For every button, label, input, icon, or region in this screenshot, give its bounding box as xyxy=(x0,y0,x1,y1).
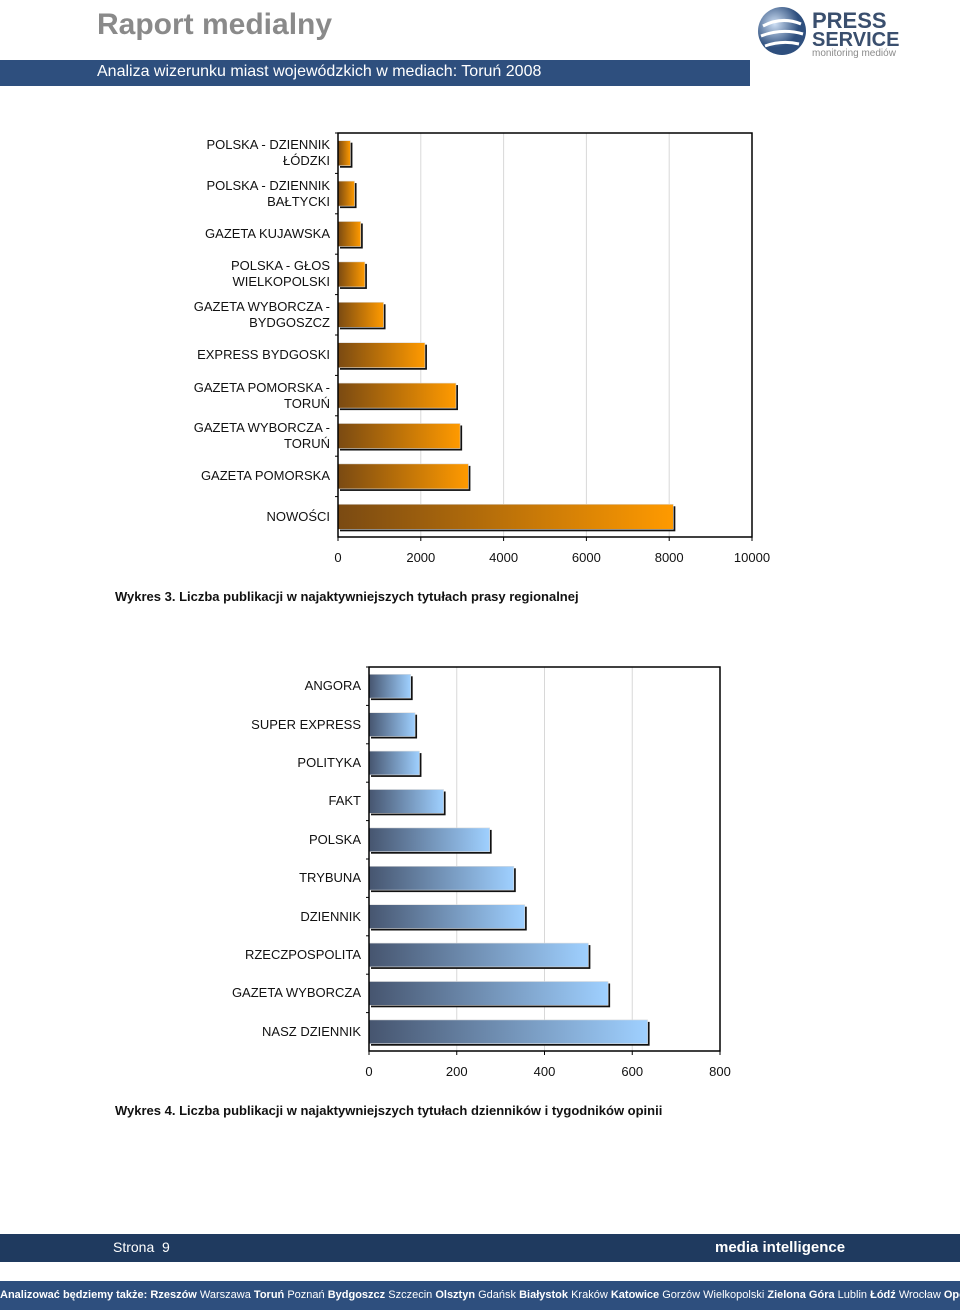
city: Gdańsk xyxy=(478,1289,517,1301)
bar xyxy=(368,750,420,776)
bar xyxy=(368,827,490,853)
y-tick-label: POLSKA - GŁOS WIELKOPOLSKI xyxy=(231,258,330,290)
chart: 0 2000 4000 6000 8000 10000 POLSKA - DZIENNIK … xyxy=(115,132,771,604)
subtitle-bar xyxy=(0,60,750,86)
footer-bar xyxy=(0,1234,960,1262)
x-tick-label: 600 xyxy=(621,1064,644,1079)
x-tick-label: 10000 xyxy=(733,550,771,565)
y-tick-label: NOWOŚCI xyxy=(266,508,330,524)
y-tick-label: GAZETA WYBORCZA - TORUŃ xyxy=(193,419,330,451)
city: Katowice xyxy=(610,1289,660,1301)
city: Warszawa xyxy=(199,1289,251,1301)
cities-intro: Analizować będziemy także: xyxy=(0,1289,148,1301)
plot xyxy=(335,132,753,541)
city: Zielona Góra xyxy=(767,1289,835,1301)
bar xyxy=(368,673,411,699)
y-tick-label: NASZ DZIENNIK xyxy=(262,1023,361,1039)
chart-caption: Wykres 4. Liczba publikacji w najaktywni… xyxy=(115,1103,663,1118)
y-tick-label: TRYBUNA xyxy=(299,870,361,886)
bar xyxy=(368,942,589,968)
city: Szczecin xyxy=(388,1289,433,1301)
city: Opole xyxy=(943,1289,960,1301)
x-tick-label: 6000 xyxy=(571,550,601,565)
y-tick-label: RZECZPOSPOLITA xyxy=(244,946,361,962)
city: Poznań xyxy=(287,1289,325,1301)
plot xyxy=(366,666,721,1055)
page-number-value: 9 xyxy=(162,1239,170,1255)
x-tick-label: 0 xyxy=(365,1064,373,1079)
y-tick-label: POLSKA - DZIENNIK BAŁTYCKI xyxy=(206,177,330,209)
x-tick-label: 8000 xyxy=(654,550,684,565)
logo: PRESS SERVICE monitoring mediów xyxy=(758,7,899,58)
y-tick-label: SUPER EXPRESS xyxy=(251,716,361,732)
bar xyxy=(368,789,444,814)
x-tick-label: 200 xyxy=(445,1064,468,1079)
city: Kraków xyxy=(571,1289,608,1301)
cities-bar: Analizować będziemy także: Rzeszów Warsz… xyxy=(0,1281,960,1310)
y-tick-label: DZIENNIK xyxy=(300,908,361,924)
y-tick-label: EXPRESS BYDGOSKI xyxy=(197,347,330,363)
x-tick-label: 2000 xyxy=(406,550,436,565)
page-number: Strona 9 xyxy=(113,1239,170,1255)
chart-caption: Wykres 3. Liczba publikacji w najaktywni… xyxy=(115,589,579,604)
city: Lublin xyxy=(837,1289,868,1301)
chart: 0 200 400 600 800 ANGORA SUPER EXPRESS POLITYKA… xyxy=(115,666,731,1118)
plot-frame xyxy=(368,666,721,1052)
y-tick-label: GAZETA POMORSKA - TORUŃ xyxy=(193,379,330,411)
y-tick-label: ANGORA xyxy=(304,678,361,694)
city: Bydgoszcz xyxy=(327,1289,386,1301)
x-tick-label: 0 xyxy=(334,550,342,565)
city: Wrocław xyxy=(898,1289,941,1301)
y-tick-label: POLITYKA xyxy=(297,754,361,770)
city: Toruń xyxy=(253,1289,285,1301)
logo-bottom: SERVICE xyxy=(812,29,899,51)
x-tick-label: 4000 xyxy=(489,550,519,565)
city: Gorzów Wielkopolski xyxy=(662,1289,765,1301)
bar xyxy=(368,712,416,737)
bar xyxy=(337,423,461,449)
logo-tagline: monitoring mediów xyxy=(812,48,897,58)
plot-frame xyxy=(337,132,753,538)
bar xyxy=(337,382,457,409)
y-tick-label: GAZETA WYBORCZA xyxy=(231,985,361,1001)
bar xyxy=(337,463,469,490)
city: Białystok xyxy=(519,1289,569,1301)
bar xyxy=(337,301,384,328)
bar xyxy=(368,904,526,929)
bar xyxy=(368,981,609,1006)
y-tick-label: GAZETA POMORSKA xyxy=(200,468,330,484)
report-subtitle: Analiza wizerunku miast wojewódzkich w m… xyxy=(97,63,542,80)
bar xyxy=(368,865,515,891)
city: Olsztyn xyxy=(435,1289,476,1301)
page-label: Strona xyxy=(113,1239,155,1255)
y-tick-label: GAZETA WYBORCZA - BYDGOSZCZ xyxy=(193,298,330,330)
city: Łódź xyxy=(870,1289,896,1301)
y-tick-label: GAZETA KUJAWSKA xyxy=(205,225,330,241)
y-tick-label: FAKT xyxy=(328,793,361,809)
y-tick-label: POLSKA xyxy=(308,831,361,847)
slogan: media intelligence xyxy=(715,1239,846,1256)
city: Rzeszów xyxy=(150,1289,197,1301)
bar xyxy=(368,1019,648,1045)
x-tick-label: 800 xyxy=(709,1064,731,1079)
y-tick-label: POLSKA - DZIENNIK ŁÓDZKI xyxy=(206,137,330,169)
x-tick-label: 400 xyxy=(533,1064,556,1079)
bar xyxy=(337,342,426,369)
report-title: Raport medialny xyxy=(97,8,333,41)
logo-top: PRESS xyxy=(812,8,887,33)
